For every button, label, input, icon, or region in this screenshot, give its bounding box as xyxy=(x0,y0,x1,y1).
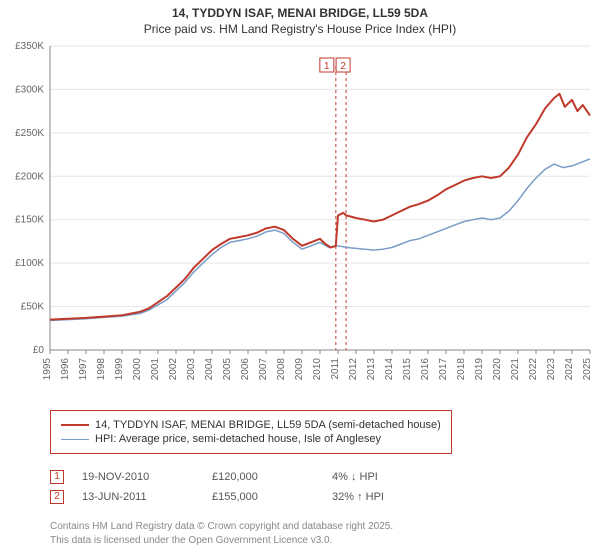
y-tick-label: £150K xyxy=(15,215,44,226)
y-tick-label: £350K xyxy=(15,41,44,52)
x-tick-label: 2008 xyxy=(276,358,287,381)
x-tick-label: 2016 xyxy=(420,358,431,381)
sale-price: £120,000 xyxy=(212,471,332,483)
marker-number: 1 xyxy=(324,61,330,72)
x-tick-label: 2006 xyxy=(240,358,251,381)
x-tick-label: 2009 xyxy=(294,358,305,381)
y-tick-label: £50K xyxy=(21,302,45,313)
y-tick-label: £0 xyxy=(33,345,45,356)
x-tick-label: 2025 xyxy=(582,358,593,381)
series-price_paid xyxy=(50,94,590,320)
title-line-1: 14, TYDDYN ISAF, MENAI BRIDGE, LL59 5DA xyxy=(0,6,600,20)
title-line-2: Price paid vs. HM Land Registry's House … xyxy=(0,22,600,36)
x-tick-label: 1999 xyxy=(114,358,125,381)
y-tick-label: £250K xyxy=(15,128,44,139)
x-tick-label: 2021 xyxy=(510,358,521,381)
x-tick-label: 2015 xyxy=(402,358,413,381)
x-tick-label: 2024 xyxy=(564,358,575,381)
x-tick-label: 2007 xyxy=(258,358,269,381)
x-tick-label: 2023 xyxy=(546,358,557,381)
sale-price: £155,000 xyxy=(212,491,332,503)
sale-row: 1 19-NOV-2010£120,0004% ↓ HPI xyxy=(50,470,384,484)
x-tick-label: 2004 xyxy=(204,358,215,381)
chart-area: £0 £50K £100K £150K £200K £250K £300K £350K 1995… xyxy=(0,40,600,400)
x-tick-label: 2003 xyxy=(186,358,197,381)
sale-date: 19-NOV-2010 xyxy=(82,471,212,483)
legend-swatch xyxy=(61,439,89,440)
x-tick-label: 2005 xyxy=(222,358,233,381)
sales-list: 1 19-NOV-2010£120,0004% ↓ HPI 2 13-JUN-2011… xyxy=(50,464,384,510)
x-tick-label: 2019 xyxy=(474,358,485,381)
x-tick-label: 2000 xyxy=(132,358,143,381)
legend-row: HPI: Average price, semi-detached house,… xyxy=(61,433,441,445)
sale-delta: 32% ↑ HPI xyxy=(332,491,384,503)
legend-label: 14, TYDDYN ISAF, MENAI BRIDGE, LL59 5DA … xyxy=(95,419,441,431)
legend-label: HPI: Average price, semi-detached house,… xyxy=(95,433,381,445)
x-tick-label: 2020 xyxy=(492,358,503,381)
chart-title-block: 14, TYDDYN ISAF, MENAI BRIDGE, LL59 5DA … xyxy=(0,0,600,36)
sale-marker: 1 xyxy=(50,470,64,484)
y-tick-label: £100K xyxy=(15,258,44,269)
x-tick-label: 1997 xyxy=(78,358,89,381)
x-tick-label: 2002 xyxy=(168,358,179,381)
sale-delta: 4% ↓ HPI xyxy=(332,471,378,483)
marker-number: 2 xyxy=(340,61,346,72)
x-tick-label: 2018 xyxy=(456,358,467,381)
x-tick-label: 2010 xyxy=(312,358,323,381)
x-tick-label: 2017 xyxy=(438,358,449,381)
copyright-line-2: This data is licensed under the Open Gov… xyxy=(50,534,393,548)
x-tick-label: 2022 xyxy=(528,358,539,381)
x-tick-label: 2011 xyxy=(330,358,341,380)
x-tick-label: 1996 xyxy=(60,358,71,381)
x-tick-label: 2014 xyxy=(384,358,395,381)
x-tick-label: 1995 xyxy=(42,358,53,381)
x-tick-label: 1998 xyxy=(96,358,107,381)
x-tick-label: 2012 xyxy=(348,358,359,381)
sale-row: 2 13-JUN-2011£155,00032% ↑ HPI xyxy=(50,490,384,504)
legend-swatch xyxy=(61,424,89,426)
legend-box: 14, TYDDYN ISAF, MENAI BRIDGE, LL59 5DA … xyxy=(50,410,452,454)
sale-marker: 2 xyxy=(50,490,64,504)
y-tick-label: £300K xyxy=(15,84,44,95)
y-tick-label: £200K xyxy=(15,171,44,182)
sale-date: 13-JUN-2011 xyxy=(82,491,212,503)
legend-row: 14, TYDDYN ISAF, MENAI BRIDGE, LL59 5DA … xyxy=(61,419,441,431)
x-tick-label: 2013 xyxy=(366,358,377,381)
x-tick-label: 2001 xyxy=(150,358,161,381)
copyright-line-1: Contains HM Land Registry data © Crown c… xyxy=(50,520,393,534)
copyright-notice: Contains HM Land Registry data © Crown c… xyxy=(50,520,393,547)
